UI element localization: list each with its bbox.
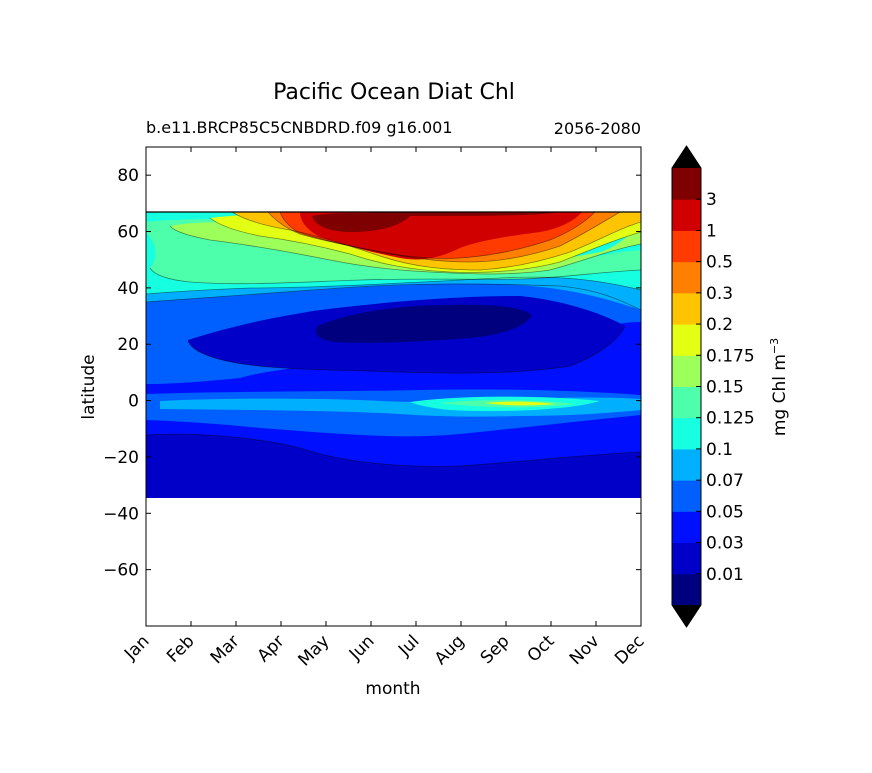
contour-north-max-2 [360,212,560,216]
y-tick-label-0: 0 [128,392,139,412]
x-tick-label-oct: Oct [524,631,559,666]
x-tick-label-sep: Sep [477,631,514,668]
contour-north-max [312,213,410,232]
contour-equator-0.2 [485,401,555,406]
colorbar-tick-label-8: 0.2 [706,315,733,335]
colorbar-extend-min [672,605,701,627]
plot-area: Jan Feb Mar Apr May Jun Jul Aug Sep Oct Nov Dec 80 6… [103,146,649,670]
colorbar-segment-6 [672,386,701,419]
colorbar-tick-label-9: 0.3 [706,284,733,304]
chart-title: Pacific Ocean Diat Chl [273,80,515,105]
y-tick-label-20: 20 [117,335,139,355]
colorbar-segment-8 [672,324,701,356]
x-tick-label-apr: Apr [254,631,289,666]
colorbar-tick-label-6: 0.15 [706,378,744,398]
x-tick-label-jan: Jan [120,631,153,664]
colorbar-tick-label-0: 0.01 [706,565,744,585]
contour-lines [146,211,641,467]
contour-field [146,211,641,498]
plot-frame [145,146,642,627]
chart-subtitle-right: 2056-2080 [554,119,641,138]
x-tick-label-nov: Nov [566,631,604,669]
colorbar-tick-label-5: 0.125 [706,409,755,429]
colorbar-segment-10 [672,261,701,294]
colorbar-label-text: mg Chl m [770,354,790,436]
colorbar-label: mg Chl m−3 [768,338,790,436]
x-tick-label-mar: Mar [207,631,244,668]
colorbar-ticks: 0.01 0.03 0.05 0.07 0.1 0.125 0.15 0.175 0.2 0.3 0… [696,190,755,585]
x-tick-label-dec: Dec [611,631,648,668]
colorbar-segment-12 [672,199,701,231]
colorbar-tick-label-1: 0.03 [706,534,744,554]
chart-subtitle-left: b.e11.BRCP85C5CNBDRD.f09 g16.001 [146,118,453,137]
y-axis-label: latitude [79,354,99,419]
colorbar-tick-label-12: 3 [706,190,717,210]
colorbar-segment-0 [672,573,701,606]
contour-south-0.03 [146,434,641,498]
x-tick-label-may: May [295,631,334,670]
y-tick-label-80: 80 [117,166,139,186]
contour-gyre-0.01 [315,304,532,343]
colorbar-outline [671,145,702,628]
colorbar-tick-label-3: 0.07 [706,471,744,491]
colorbar-tick-label-4: 0.1 [706,440,733,460]
x-axis-label: month [365,679,420,699]
x-tick-label-jun: Jun [345,631,379,665]
colorbar-segment-9 [672,292,701,325]
y-tick-label--40: −40 [103,504,139,524]
y-tick-label-60: 60 [117,223,139,243]
colorbar [671,145,702,628]
colorbar-segment-11 [672,230,701,263]
colorbar-segment-4 [672,448,701,481]
colorbar-segment-2 [672,511,701,544]
colorbar-segment-3 [672,480,701,512]
colorbar-extend-max [672,146,701,168]
colorbar-segment-1 [672,542,701,575]
colorbar-segment-13 [672,168,701,200]
colorbar-segment-7 [672,355,701,387]
x-tick-label-aug: Aug [431,631,469,669]
colorbar-tick-label-7: 0.175 [706,346,755,366]
x-tick-label-jul: Jul [394,631,423,660]
colorbar-label-exponent: −3 [768,338,781,354]
x-tick-label-feb: Feb [163,631,198,666]
y-tick-label-40: 40 [117,279,139,299]
y-tick-label--20: −20 [103,448,139,468]
colorbar-tick-label-10: 0.5 [706,253,733,273]
colorbar-segment-5 [672,417,701,450]
y-ticks: 80 60 40 20 0 −20 −40 −60 [103,166,641,581]
y-tick-label--60: −60 [103,561,139,581]
colorbar-tick-label-11: 1 [706,221,717,241]
colorbar-tick-label-2: 0.05 [706,502,744,522]
